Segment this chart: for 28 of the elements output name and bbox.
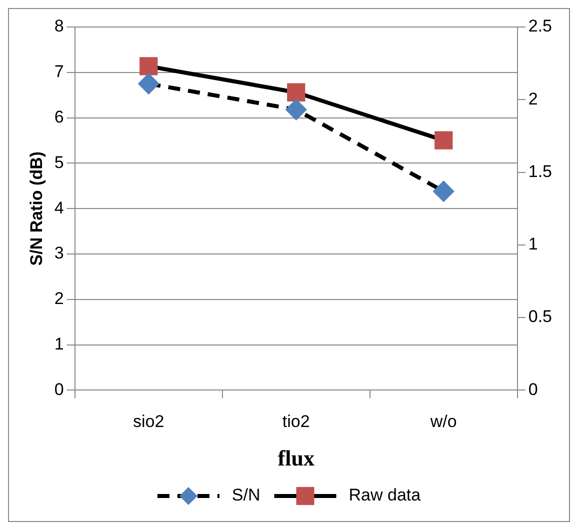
y-tick-label: 8 <box>54 16 64 36</box>
y2-tick-label: 1.5 <box>528 162 552 181</box>
legend-label: S/N <box>232 486 260 505</box>
point <box>286 100 306 120</box>
legend-label: Raw data <box>348 486 422 505</box>
y-tick-label: 4 <box>54 198 64 218</box>
point <box>140 57 158 76</box>
y-tick-label: 0 <box>54 380 64 399</box>
y-tick-label: 2 <box>54 289 64 308</box>
y2-tick-label: 2 <box>528 89 538 108</box>
y-tick-label: 1 <box>54 334 64 354</box>
y-tick-label: 6 <box>54 107 64 126</box>
y-tick-label: 3 <box>54 244 64 263</box>
y2-tick-label: 0 <box>528 380 538 399</box>
y2-tick-label: 0.5 <box>528 307 552 326</box>
y-axis-title: S/N Ratio (dB) <box>26 151 46 266</box>
point <box>138 74 159 94</box>
point <box>287 83 306 102</box>
x-tick-label: sio2 <box>133 412 164 432</box>
x-tick-label: tio2 <box>282 412 310 432</box>
point <box>434 131 453 150</box>
x-tick-label: w/o <box>429 412 457 432</box>
y2-tick-label: 2.5 <box>528 16 552 36</box>
y-tick-label: 5 <box>54 152 64 172</box>
point <box>434 181 454 202</box>
y-tick-label: 7 <box>54 62 64 82</box>
x-axis-title: flux <box>278 445 314 470</box>
y2-tick-label: 1 <box>528 234 538 254</box>
